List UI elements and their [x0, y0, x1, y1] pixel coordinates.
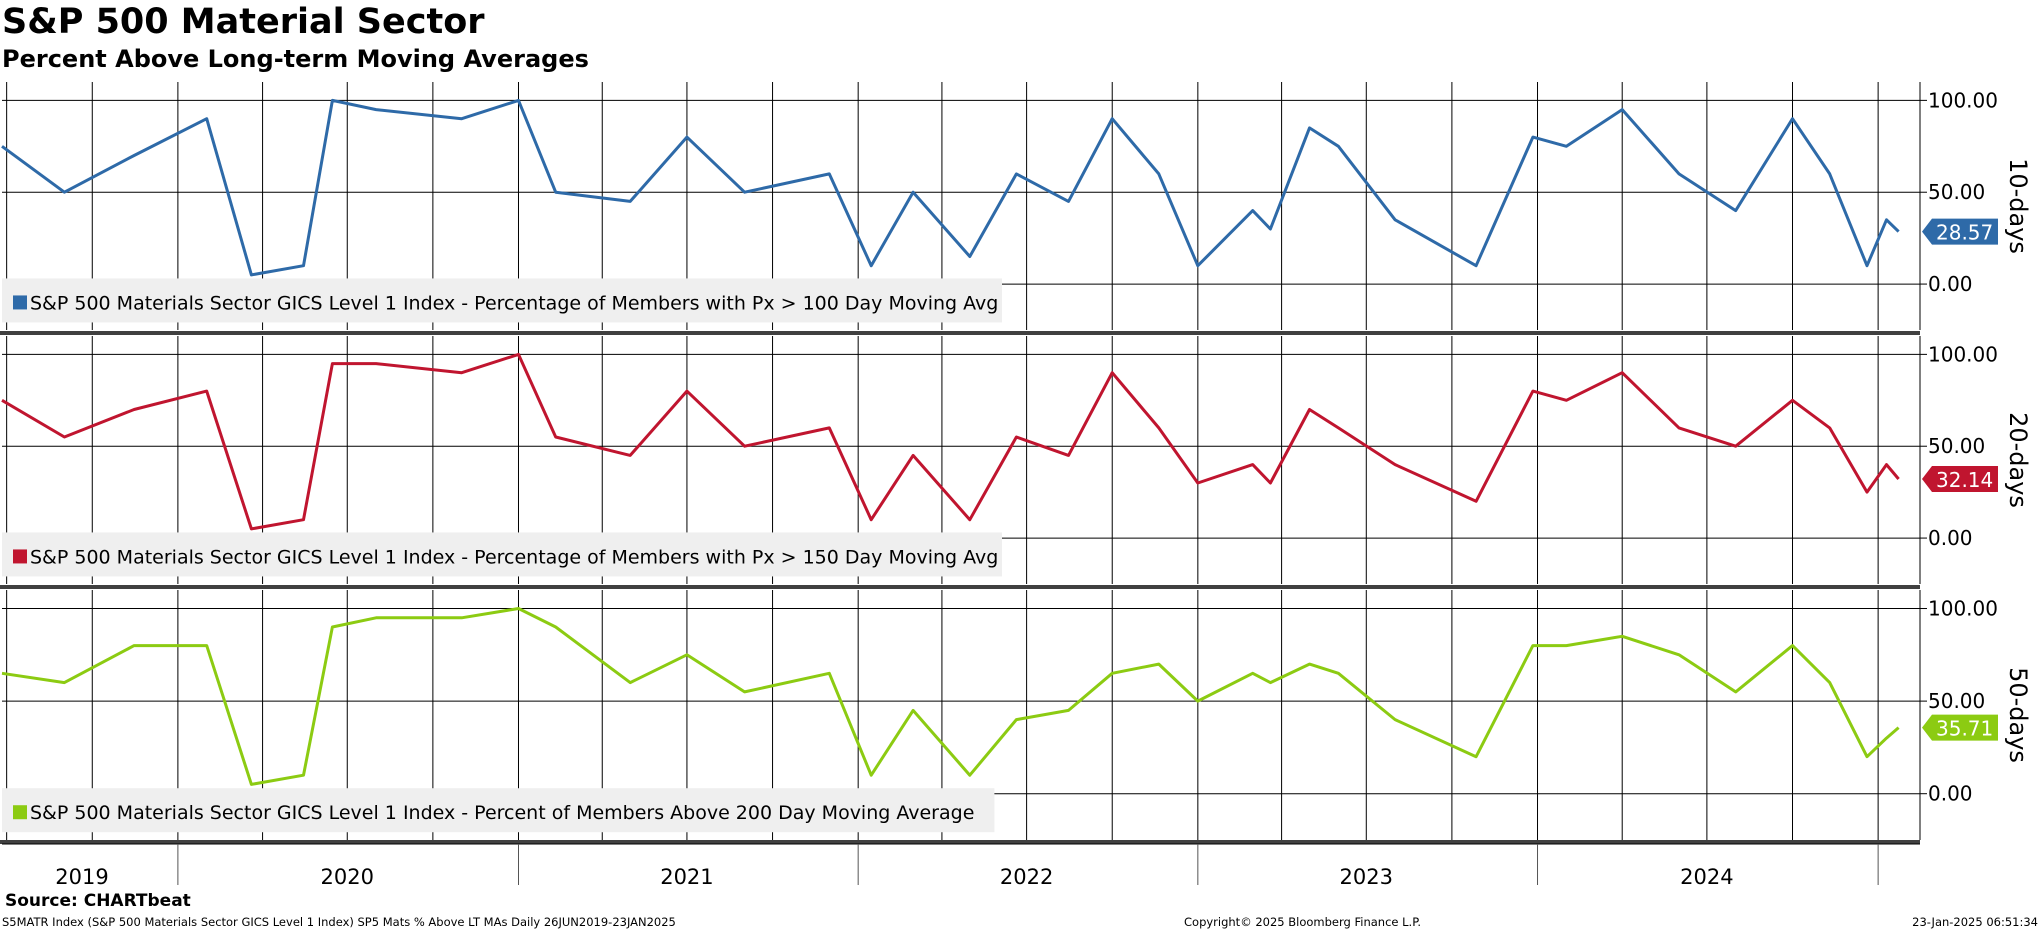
chart-subtitle: Percent Above Long-term Moving Averages — [2, 45, 589, 73]
y-tick-label: 0.00 — [1928, 526, 1973, 550]
x-tick-label: 2022 — [1000, 865, 1053, 885]
legend-label: S&P 500 Materials Sector GICS Level 1 In… — [30, 292, 998, 314]
x-tick-label: 2019 — [55, 865, 108, 885]
series-line-50-days — [1, 607, 1900, 786]
y-tick-label: 0.00 — [1928, 272, 1973, 296]
series-line-10-days — [1, 98, 1900, 277]
y-tick-label: 100.00 — [1928, 597, 1998, 621]
chart-panel-50-days: 100.00 50.00 0.00 35.71 S&P 500 Materials Se… — [0, 590, 2032, 844]
panel-label-10-days: 10-days — [2004, 158, 2032, 254]
last-value-label: 28.57 — [1936, 221, 1993, 245]
x-tick-label: 2020 — [321, 865, 374, 885]
last-value-tag — [1922, 466, 1998, 493]
legend-box — [2, 788, 995, 833]
panel-label-50-days: 50-days — [2004, 667, 2032, 763]
last-value-tag — [1922, 714, 1998, 741]
footer-copyright: Copyright© 2025 Bloomberg Finance L.P. — [1184, 915, 1421, 929]
x-tick-label: 2024 — [1680, 865, 1733, 885]
footer-timestamp: 23-Jan-2025 06:51:34 — [1912, 915, 2038, 929]
legend-label: S&P 500 Materials Sector GICS Level 1 In… — [30, 546, 998, 568]
legend-swatch — [13, 805, 27, 820]
legend-box — [2, 532, 1002, 577]
last-value-label: 32.14 — [1936, 468, 1993, 492]
chart-panel-10-days: 100.00 50.00 0.00 28.57 S&P 500 Materials Se… — [0, 82, 2032, 335]
chart-panels: 100.00 50.00 0.00 28.57 S&P 500 Materials Se… — [0, 82, 2032, 844]
y-tick-label: 100.00 — [1928, 88, 1998, 112]
source-label: Source: CHARTbeat — [5, 891, 191, 911]
x-axis: 2019 2020 2021 2022 2023 2024 — [2, 843, 1920, 885]
panel-label-20-days: 20-days — [2004, 412, 2032, 508]
x-tick-label: 2023 — [1340, 865, 1393, 885]
last-value-tag — [1922, 218, 1998, 245]
panel-separator — [0, 840, 1920, 844]
chart-panel-20-days: 100.00 50.00 0.00 32.14 S&P 500 Materials Se… — [0, 336, 2032, 589]
footer-description: S5MATR Index (S&P 500 Materials Sector G… — [2, 915, 676, 929]
chart-title: S&P 500 Material Sector — [2, 2, 485, 42]
legend-swatch — [13, 295, 27, 310]
legend-swatch — [13, 549, 27, 564]
last-value-label: 35.71 — [1936, 717, 1993, 741]
legend-box — [2, 278, 1002, 323]
panel-separator — [0, 585, 1920, 589]
y-tick-label: 0.00 — [1928, 782, 1973, 806]
x-tick-label: 2021 — [660, 865, 713, 885]
panel-separator — [0, 331, 1920, 335]
series-line-20-days — [1, 352, 1900, 531]
y-tick-label: 50.00 — [1928, 689, 1985, 713]
y-tick-label: 100.00 — [1928, 342, 1998, 366]
y-tick-label: 50.00 — [1928, 434, 1985, 458]
y-tick-label: 50.00 — [1928, 180, 1985, 204]
chart-svg: 100.00 50.00 0.00 28.57 S&P 500 Materials Se… — [0, 82, 2032, 885]
legend-label: S&P 500 Materials Sector GICS Level 1 In… — [30, 802, 974, 824]
